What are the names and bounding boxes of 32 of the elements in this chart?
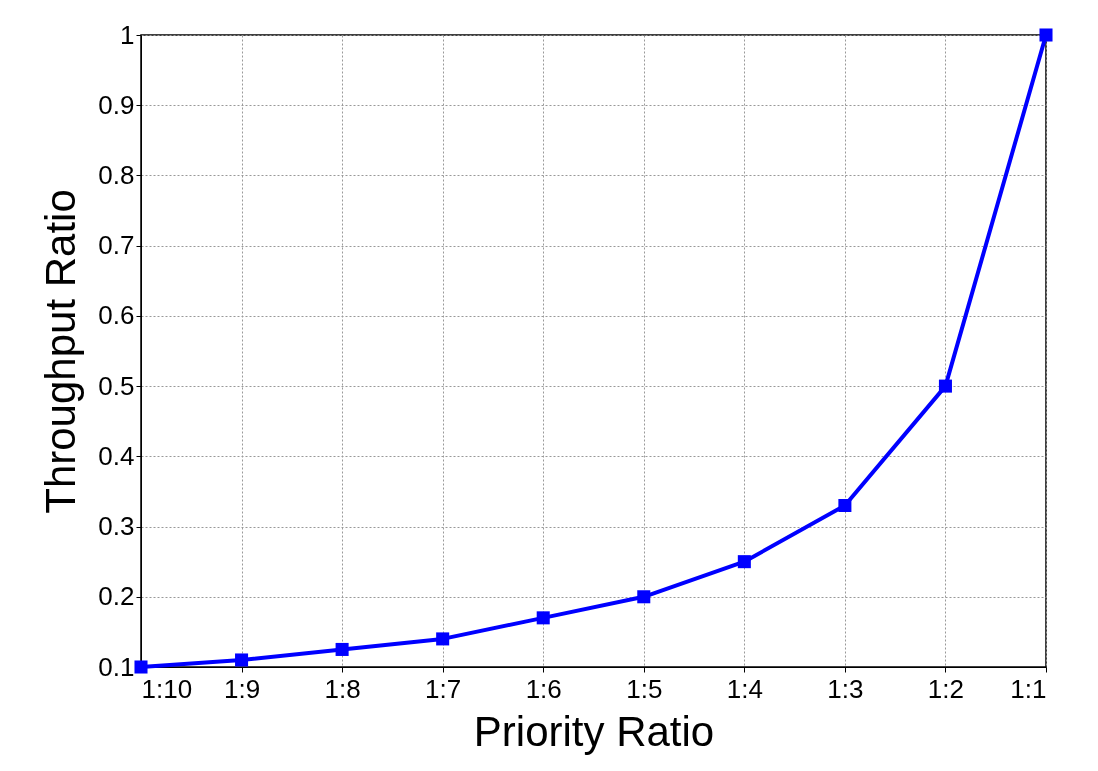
x-tick-label: 1:2 (927, 673, 965, 704)
x-tick-label: 1:9 (223, 673, 261, 704)
point (637, 590, 651, 604)
y-tick-label: 0.5 (98, 370, 135, 401)
x-tick-label: 1:7 (425, 673, 462, 704)
y-tick-label: 0.2 (98, 581, 135, 612)
y-tick-label: 0.9 (98, 89, 135, 120)
x-tick-label: 1:10 (141, 673, 193, 704)
point (335, 642, 349, 656)
y-tick-label: 1 (120, 19, 135, 50)
point (134, 660, 148, 674)
x-axis-title: Priority Ratio (473, 707, 715, 755)
point (737, 555, 751, 569)
x-tick-label: 1:4 (726, 673, 763, 704)
y-tick-label: 0.6 (98, 300, 135, 331)
point (536, 611, 550, 625)
point (1039, 28, 1053, 42)
y-axis-title: Throughput Ratio (37, 189, 85, 514)
y-tick-label: 0.1 (98, 651, 135, 682)
y-tick-label: 0.4 (98, 440, 135, 471)
point (436, 632, 450, 646)
y-tick-label: 0.8 (98, 159, 135, 190)
x-tick-label: 1:8 (324, 673, 361, 704)
x-tick-label: 1:6 (525, 673, 562, 704)
point (838, 498, 852, 513)
x-tick-label: 1:1 (1010, 673, 1047, 704)
point (938, 379, 952, 393)
x-tick-label: 1:3 (827, 673, 864, 704)
point (235, 653, 249, 667)
y-tick-label: 0.3 (98, 511, 135, 542)
x-tick-label: 1:5 (626, 673, 663, 704)
y-tick-label: 0.7 (98, 230, 135, 261)
